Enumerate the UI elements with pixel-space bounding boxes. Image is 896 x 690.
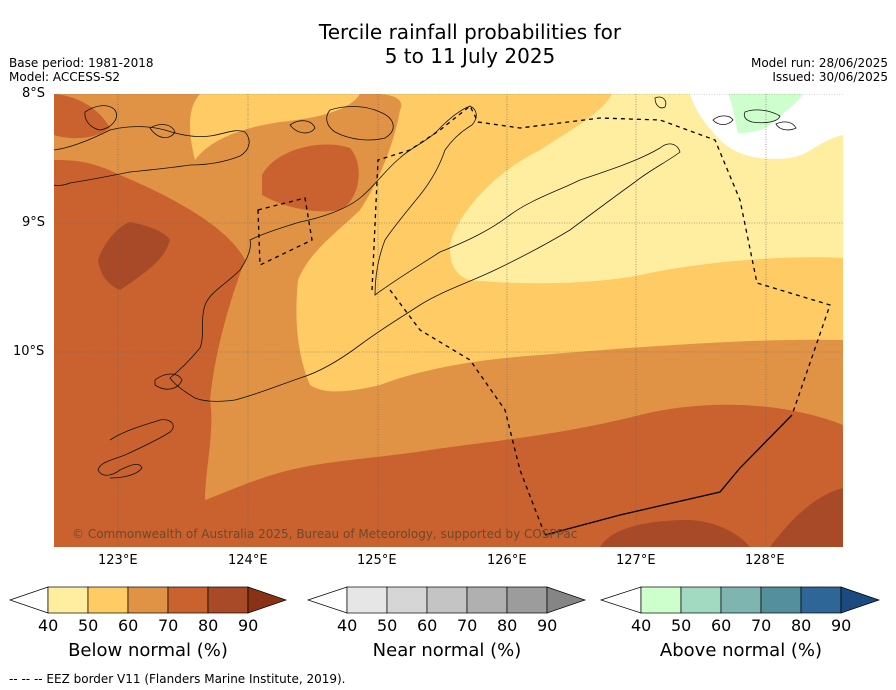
colorbar-near-title: Near normal (%): [372, 640, 522, 661]
cb-near-tick: 40: [337, 616, 358, 635]
cb-below-tick: 80: [198, 616, 219, 635]
cb-below-tick: 40: [38, 616, 59, 635]
cb-above-tick: 70: [751, 616, 772, 635]
cb-near-tick: 90: [537, 616, 558, 635]
base-period: Base period: 1981-2018: [9, 56, 154, 70]
cb-below-tick: 90: [238, 616, 259, 635]
cb-above-tick: 50: [671, 616, 692, 635]
model-run: Model run: 28/06/2025: [750, 56, 888, 70]
lon-label-127e: 127°E: [616, 553, 656, 568]
cb-near-tick: 60: [417, 616, 438, 635]
cb-near-tick: 50: [377, 616, 398, 635]
map-area: [54, 94, 843, 547]
band-below-90-south: [600, 520, 750, 547]
cb-above-tick: 90: [831, 616, 852, 635]
coastlines: [54, 96, 797, 479]
lon-label-125e: 125°E: [357, 553, 397, 568]
map-title-line1: Tercile rainfall probabilities for: [318, 20, 622, 44]
cb-below-tick: 60: [118, 616, 139, 635]
lon-label-123e: 123°E: [98, 553, 138, 568]
eez-footer-note: -- -- -- EEZ border V11 (Flanders Marine…: [9, 672, 346, 686]
lat-label-10s: 10°S: [13, 344, 45, 359]
cb-near-tick: 80: [497, 616, 518, 635]
band-below-80-pocket: [262, 144, 359, 212]
lon-label-124e: 124°E: [228, 553, 268, 568]
colorbar-below: [8, 586, 288, 614]
band-below-90-west: [98, 222, 170, 290]
map-title-line2: 5 to 11 July 2025: [384, 44, 556, 68]
lon-label-128e: 128°E: [745, 553, 785, 568]
cb-above-tick: 40: [631, 616, 652, 635]
cb-above-tick: 80: [791, 616, 812, 635]
lat-label-9s: 9°S: [22, 215, 46, 230]
colorbar-above-title: Above normal (%): [659, 640, 823, 661]
cb-near-tick: 70: [457, 616, 478, 635]
eez-border: [257, 104, 831, 536]
lat-label-8s: 8°S: [22, 86, 46, 101]
band-below-80-nw: [54, 94, 110, 139]
band-below-90-se: [770, 488, 843, 547]
band-above-50: [728, 94, 803, 133]
lon-label-126e: 126°E: [487, 553, 527, 568]
model-name: Model: ACCESS-S2: [9, 70, 121, 84]
band-below-60-north: [190, 94, 360, 160]
colorbar-near: [306, 586, 587, 614]
issued-date: Issued: 30/06/2025: [772, 70, 888, 84]
colorbar-below-title: Below normal (%): [68, 640, 228, 661]
cb-below-tick: 50: [78, 616, 99, 635]
map-copyright: © Commonwealth of Australia 2025, Bureau…: [72, 527, 577, 541]
colorbar-above: [599, 586, 881, 614]
cb-above-tick: 60: [711, 616, 732, 635]
cb-below-tick: 70: [158, 616, 179, 635]
